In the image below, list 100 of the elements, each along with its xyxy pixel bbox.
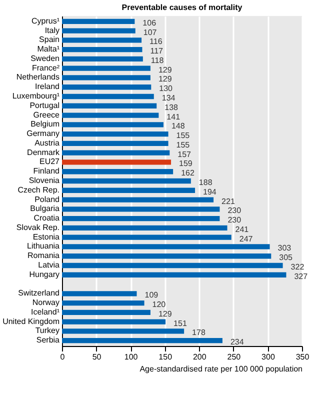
y-tick-label: Belgium — [30, 120, 60, 129]
data-label: 129 — [158, 65, 172, 74]
data-label: 178 — [192, 328, 206, 338]
data-label: 305 — [279, 253, 294, 262]
bar — [62, 140, 168, 146]
x-tick-label: 200 — [192, 352, 207, 362]
y-tick-label: Hungary — [29, 270, 60, 279]
y-tick-label: Germany — [26, 129, 60, 138]
data-label: 155 — [176, 140, 190, 150]
bar — [62, 254, 272, 259]
x-tick-label: 350 — [296, 352, 310, 362]
data-label: 230 — [228, 206, 242, 216]
y-tick-label: Poland — [34, 194, 60, 204]
y-tick-label: Netherlands — [16, 72, 60, 82]
bar — [62, 291, 137, 296]
y-tick-label: Finland — [33, 166, 60, 176]
bar — [62, 244, 270, 250]
bar — [62, 169, 174, 174]
data-label: 151 — [174, 318, 188, 328]
data-label: 327 — [294, 272, 308, 281]
x-tick-label: 0 — [60, 352, 66, 362]
data-label: 129 — [158, 309, 172, 318]
data-label: 118 — [150, 56, 164, 65]
bar — [62, 262, 283, 268]
bar — [62, 28, 136, 34]
y-tick-label: Latvia — [38, 260, 60, 270]
bar — [62, 46, 142, 52]
data-label: 138 — [164, 102, 179, 112]
data-label: 109 — [144, 290, 159, 300]
data-label: 194 — [203, 187, 217, 196]
data-label: 106 — [142, 18, 157, 28]
bar — [62, 300, 144, 306]
data-label: 141 — [166, 112, 181, 122]
y-tick-label: Portugal — [30, 100, 60, 110]
y-tick-label: Austria — [34, 138, 60, 148]
y-tick-label: EU27 — [39, 157, 60, 166]
data-label: 221 — [222, 196, 236, 206]
chart-title: Preventable causes of mortality — [122, 3, 243, 12]
bar — [62, 84, 152, 90]
bar — [62, 310, 150, 316]
x-tick-label: 150 — [158, 352, 173, 362]
x-tick-label: 300 — [262, 352, 276, 362]
bar — [62, 94, 154, 100]
x-tick-label: 250 — [227, 352, 242, 362]
data-label: 159 — [179, 159, 193, 168]
y-tick-label: Bulgaria — [30, 204, 60, 214]
y-tick-label: Luxembourg¹ — [12, 92, 60, 101]
bar — [62, 328, 184, 334]
bar — [62, 112, 159, 118]
data-label: 162 — [181, 168, 195, 178]
bar — [62, 160, 172, 165]
y-tick-label: Slovenia — [28, 176, 60, 185]
bar — [62, 225, 228, 231]
x-tick-label: 50 — [92, 352, 102, 362]
x-tick-label: 100 — [124, 352, 138, 362]
y-tick-label: Switzerland — [18, 288, 60, 298]
y-tick-label: Denmark — [27, 148, 60, 157]
data-label: 107 — [143, 28, 158, 37]
y-tick-label: Greece — [33, 110, 60, 120]
data-label: 234 — [230, 338, 244, 347]
bar — [62, 150, 170, 156]
bar — [62, 75, 150, 80]
bar — [62, 131, 168, 137]
bar — [62, 319, 166, 324]
data-label: 157 — [178, 150, 192, 159]
bar — [62, 216, 220, 222]
data-label: 117 — [150, 46, 164, 56]
data-label: 230 — [228, 216, 242, 225]
data-label: 241 — [235, 224, 250, 234]
data-label: 303 — [278, 244, 292, 253]
data-label: 116 — [150, 37, 163, 46]
y-tick-label: Estonia — [32, 232, 60, 242]
bar — [62, 18, 135, 24]
y-tick-label: Cyprus¹ — [31, 16, 60, 26]
bar — [62, 206, 220, 212]
data-label: 155 — [176, 131, 190, 140]
data-label: 148 — [171, 122, 186, 131]
y-tick-label: Romania — [27, 251, 60, 260]
data-label: 322 — [290, 262, 305, 272]
y-tick-label: Czech Rep. — [18, 185, 60, 194]
data-label: 188 — [198, 178, 213, 187]
y-tick-label: Malta¹ — [37, 44, 60, 54]
bar — [62, 188, 196, 193]
y-tick-label: Sweden — [30, 54, 60, 63]
bar — [62, 38, 142, 43]
data-label: 134 — [162, 94, 176, 103]
y-tick-label: Slovak Rep. — [16, 222, 60, 232]
data-label: 120 — [152, 300, 166, 310]
y-tick-label: Turkey — [35, 326, 60, 336]
y-tick-label: United Kingdom — [2, 316, 60, 326]
y-tick-label: Lithuania — [27, 242, 60, 251]
y-tick-label: Iceland¹ — [31, 307, 60, 316]
data-label: 247 — [239, 234, 254, 244]
bar — [62, 103, 157, 108]
bar — [62, 272, 286, 278]
bar — [62, 338, 222, 344]
bar — [62, 56, 143, 62]
y-tick-label: Serbia — [36, 336, 60, 345]
bar — [62, 122, 164, 128]
y-tick-label: Spain — [39, 35, 60, 44]
